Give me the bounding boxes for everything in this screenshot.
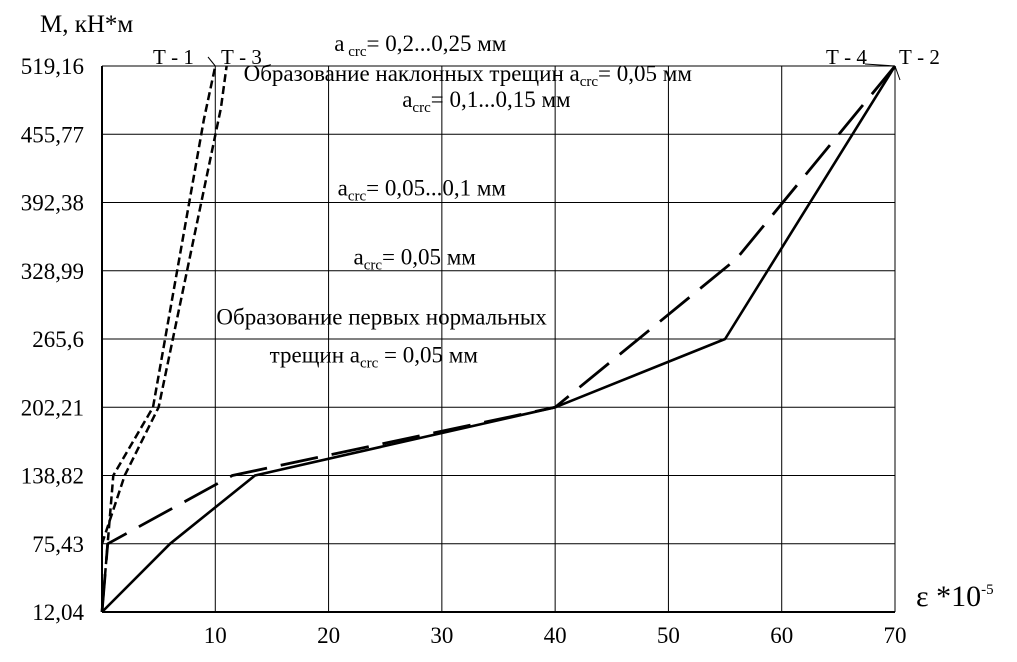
annotation-text: = 0,2...0,25 мм xyxy=(367,31,507,56)
series-label-т1: Т - 1 xyxy=(153,45,194,69)
leader-т2 xyxy=(894,65,901,81)
annotation-a4: acrc= 0,05...0,1 мм xyxy=(338,175,507,204)
annotation-a6: Образование первых нормальных xyxy=(216,305,547,330)
leader-т4 xyxy=(864,63,896,67)
annotation-text: = 0,05 мм xyxy=(378,342,478,367)
y-tick-label: 519,16 xyxy=(21,54,84,79)
x-axis-label-exponent: -5 xyxy=(981,582,994,598)
x-tick-label: 40 xyxy=(544,623,567,648)
annotation-subscript: crc xyxy=(360,355,379,371)
annotation-a2: Образование наклонных трещин acrc= 0,05 … xyxy=(244,61,693,90)
y-tick-label: 455,77 xyxy=(21,122,84,147)
annotation-a3: acrc= 0,1...0,15 мм xyxy=(402,87,571,116)
annotation-subscript: crc xyxy=(344,44,366,60)
series-label-т2: Т - 2 xyxy=(899,45,940,69)
y-tick-label: 202,21 xyxy=(21,395,84,420)
annotation-subscript: crc xyxy=(412,100,431,116)
x-tick-label: 60 xyxy=(770,623,793,648)
tick-labels: 12,04 75,43 138,82 202,21 265,6 328,99 392,38 4… xyxy=(21,54,907,648)
series-labels: Т - 1 Т - 3 Т - 4 Т - 2 xyxy=(153,45,940,81)
annotation-text: = 0,05 мм xyxy=(382,244,476,269)
x-tick-label: 70 xyxy=(884,623,907,648)
x-tick-label: 30 xyxy=(430,623,453,648)
series-label-т3: Т - 3 xyxy=(221,45,262,69)
annotation-text: a xyxy=(338,175,348,200)
annotation-a1: a crc= 0,2...0,25 мм xyxy=(334,31,507,60)
annotation-text: трещин a xyxy=(270,342,360,367)
annotation-text: a xyxy=(402,87,412,112)
y-tick-label: 75,43 xyxy=(32,532,84,557)
annotation-text: = 0,05...0,1 мм xyxy=(366,175,506,200)
annotation-text: a xyxy=(353,244,363,269)
y-tick-label: 328,99 xyxy=(21,259,84,284)
y-axis-label: М, кН*м xyxy=(40,11,133,38)
series-line-т2 xyxy=(101,65,897,613)
leader-т1 xyxy=(207,56,216,67)
x-tick-label: 50 xyxy=(657,623,680,648)
annotation-text: Образование наклонных трещин a xyxy=(244,61,580,86)
series-label-т4: Т - 4 xyxy=(826,45,867,69)
annotation-text: Образование первых нормальных xyxy=(216,305,547,330)
annotation-a7: трещин acrc = 0,05 мм xyxy=(270,342,479,371)
x-axis-label-base: ε *10 xyxy=(916,580,981,613)
annotation-a5: acrc= 0,05 мм xyxy=(353,244,476,273)
annotation-subscript: crc xyxy=(364,257,383,273)
y-tick-label: 392,38 xyxy=(21,191,84,216)
x-axis-label: ε *10-5 xyxy=(916,580,994,613)
annotation-text: a xyxy=(334,31,344,56)
annotation-subscript: crc xyxy=(348,188,367,204)
series-line-т4 xyxy=(100,65,897,613)
series-line-т3 xyxy=(100,65,228,545)
annotation-subscript: crc xyxy=(580,74,599,90)
series-layer xyxy=(100,65,897,613)
x-tick-label: 20 xyxy=(317,623,340,648)
x-tick-label: 10 xyxy=(204,623,227,648)
y-tick-label: 12,04 xyxy=(32,600,84,625)
y-tick-label: 138,82 xyxy=(21,464,84,489)
annotation-text: = 0,05 мм xyxy=(598,61,692,86)
grid xyxy=(102,65,896,612)
y-tick-label: 265,6 xyxy=(32,327,84,352)
annotation-text: = 0,1...0,15 мм xyxy=(431,87,571,112)
axes xyxy=(101,66,895,613)
